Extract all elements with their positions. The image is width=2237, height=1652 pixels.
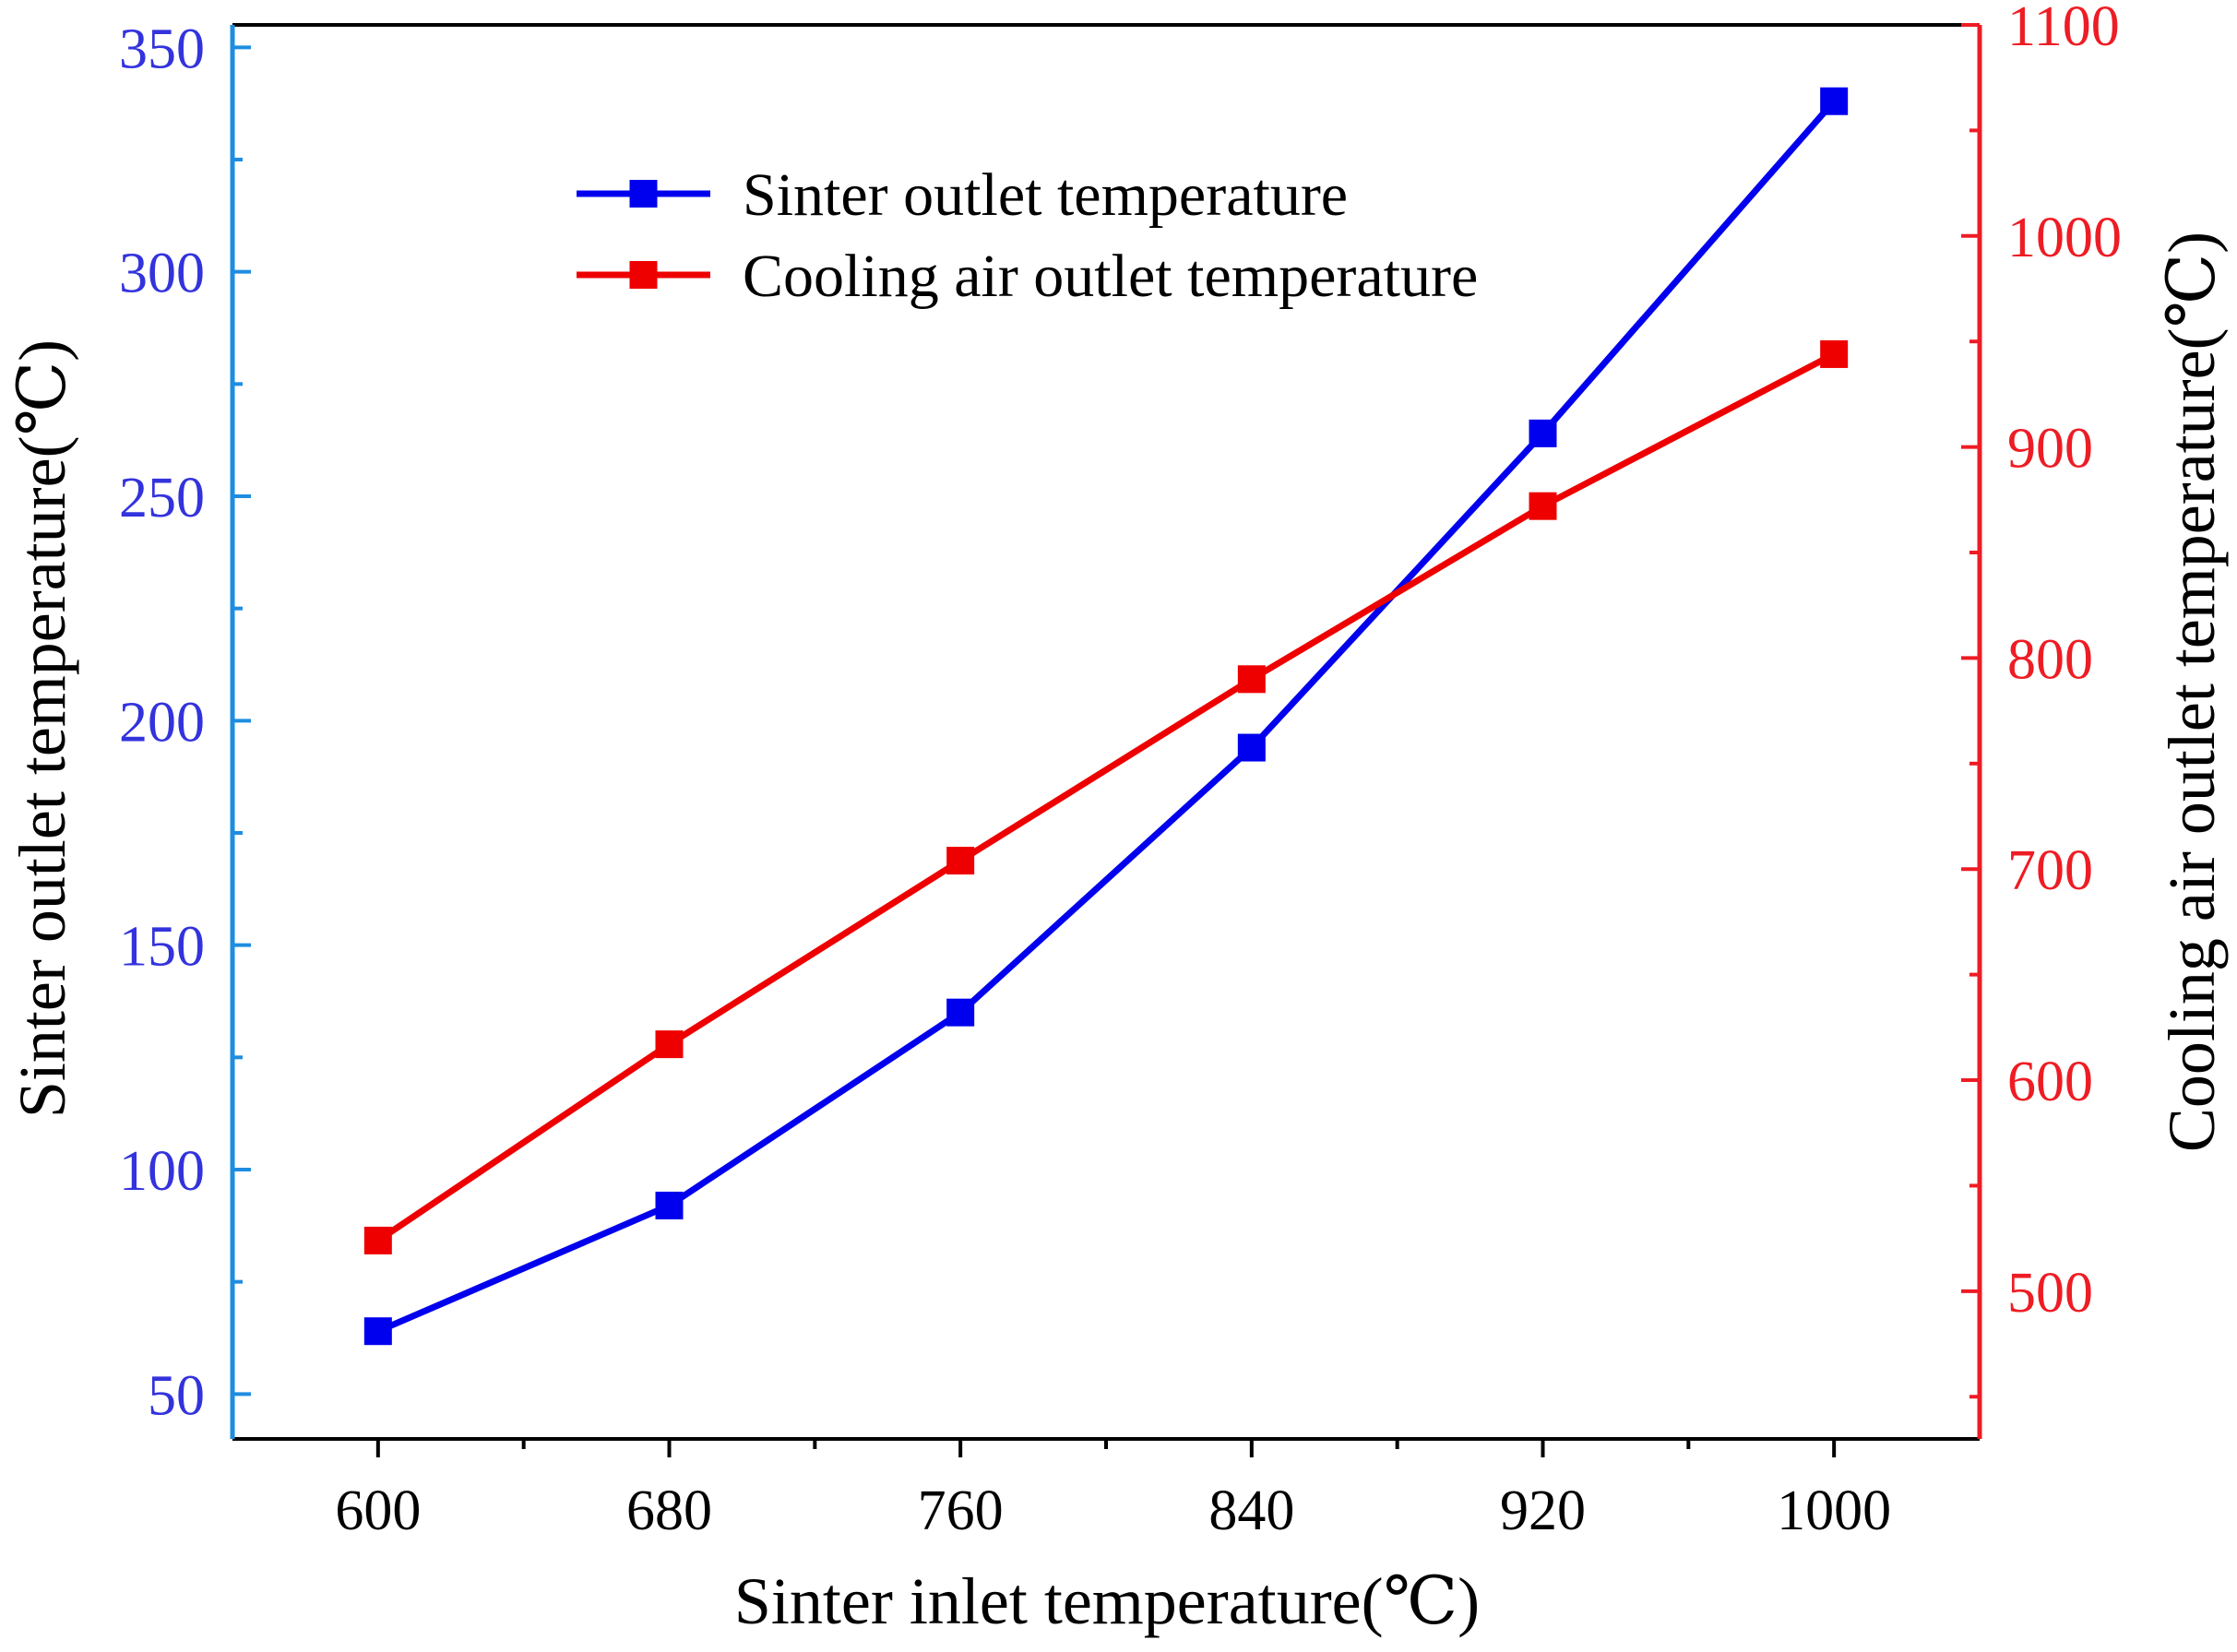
- x-tick-label: 920: [1500, 1480, 1586, 1542]
- y-right-tick-label: 500: [2007, 1262, 2093, 1325]
- legend-swatch-marker: [629, 180, 658, 208]
- legend-item-1: Sinter outlet temperature: [577, 161, 1348, 229]
- y-right-tick-label: 900: [2007, 418, 2093, 481]
- data-point: [655, 1191, 684, 1219]
- y-left-tick-label: 300: [119, 243, 205, 305]
- series-1: [363, 87, 1849, 1346]
- y-right-tick-label: 800: [2007, 628, 2093, 691]
- x-tick-label: 760: [918, 1480, 1004, 1542]
- data-point: [946, 998, 975, 1027]
- y-right-tick-label: 700: [2007, 839, 2093, 902]
- series-layer: [363, 87, 1849, 1346]
- y-axis-right-title: Cooling air outlet temperature(℃): [2155, 232, 2229, 1152]
- y-left-tick-label: 250: [119, 467, 205, 529]
- data-point: [655, 1030, 684, 1059]
- data-point: [1820, 339, 1849, 368]
- legend-swatch-marker: [629, 261, 658, 289]
- y-right-tick-label: 1100: [2007, 0, 2120, 58]
- series-line: [375, 351, 1836, 1243]
- data-point: [1237, 665, 1266, 694]
- y-axis-left: 50 100 150 200 250 300 350: [119, 18, 251, 1427]
- legend-item-2: Cooling air outlet temperature: [577, 243, 1478, 310]
- x-axis-title: Sinter inlet temperature(℃): [734, 1564, 1480, 1638]
- legend-label: Cooling air outlet temperature: [743, 243, 1478, 310]
- y-left-tick-label: 50: [148, 1364, 205, 1427]
- data-point: [1820, 87, 1849, 115]
- data-point: [363, 1317, 392, 1346]
- y-left-tick-label: 150: [119, 916, 205, 979]
- data-point: [1529, 419, 1557, 447]
- x-tick-label: 680: [626, 1480, 712, 1542]
- legend: Sinter outlet temperature Cooling air out…: [577, 161, 1478, 310]
- y-left-tick-label: 100: [119, 1140, 205, 1203]
- data-point: [946, 847, 975, 875]
- legend-label: Sinter outlet temperature: [743, 161, 1348, 229]
- y-axis-right: 500 600 700 800 900 1000 1100: [1961, 0, 2122, 1399]
- series-2: [363, 339, 1849, 1254]
- data-point: [1529, 492, 1557, 520]
- y-right-tick-label: 1000: [2007, 207, 2122, 269]
- y-left-tick-label: 200: [119, 691, 205, 754]
- series-line: [376, 99, 1837, 1335]
- data-point: [363, 1226, 392, 1254]
- y-axis-left-title: Sinter outlet temperature(℃): [6, 339, 79, 1118]
- x-axis: 600 680 760 840 920 1000: [335, 1439, 1891, 1542]
- x-tick-label: 600: [335, 1480, 421, 1542]
- x-tick-label: 840: [1208, 1480, 1294, 1542]
- y-right-tick-label: 600: [2007, 1051, 2093, 1113]
- data-point: [1237, 733, 1266, 762]
- y-left-tick-label: 350: [119, 18, 205, 80]
- x-tick-label: 1000: [1777, 1480, 1891, 1542]
